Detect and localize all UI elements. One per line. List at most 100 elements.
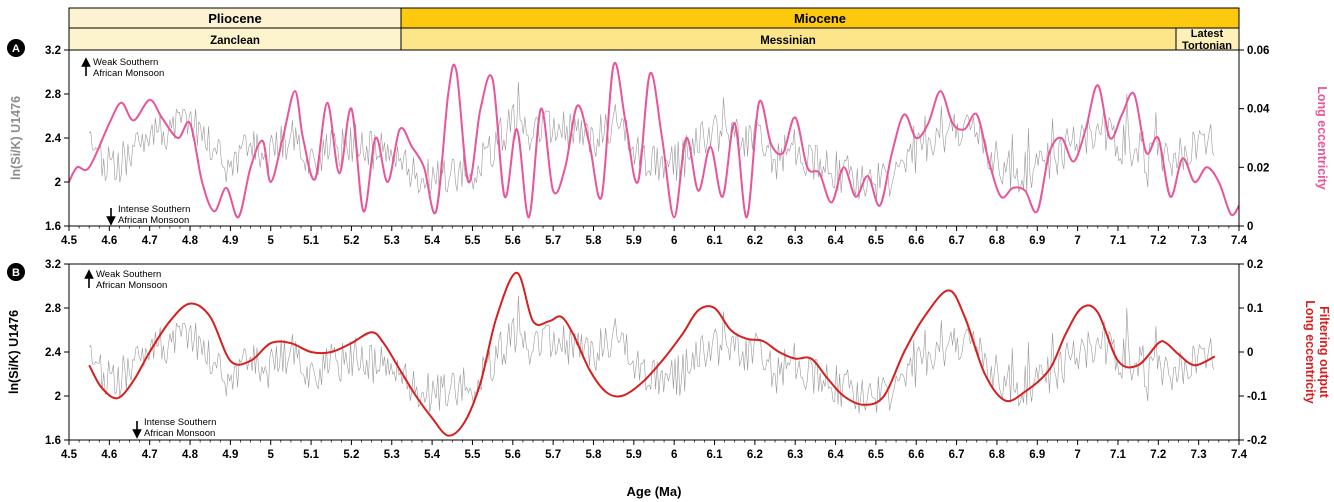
latest-tortonian-label-line2: Tortonian [1182, 40, 1232, 52]
x-tick-label: 6 [671, 235, 677, 247]
pliocene-label: Pliocene [208, 11, 261, 26]
panel-a-weak-line1: Weak Southern [93, 57, 158, 68]
eccentricity-line [68, 61, 1240, 219]
x-tick-label: 4.5 [61, 235, 78, 247]
y-left-tick-label: 2.4 [45, 347, 62, 359]
sik-line [89, 81, 1215, 200]
x-tick-label: 6.8 [989, 235, 1006, 247]
x-tick-label: 5.5 [464, 235, 481, 247]
panel-a-weak-monsoon-annotation: Weak Southern African Monsoon [81, 57, 164, 79]
panel-a: A 4.5 4.6 4.7 4.8 4.9 5 5.1 5.2 5.3 5.4 5.5 5.6 5.7 5… [7, 39, 1329, 247]
x-tick-label: 6.3 [787, 235, 803, 247]
panel-b-right-ylabel-line1: Long eccentricity [1303, 300, 1317, 404]
panel-b-weak-line1: Weak Southern [96, 269, 161, 280]
x-tick-label: 7.3 [1191, 235, 1207, 247]
x-axis-title: Age (Ma) [627, 484, 682, 499]
x-tick-label: 4.9 [222, 449, 238, 461]
x-tick-label: 7.1 [1110, 449, 1127, 461]
y-left-tick-label: 2.4 [45, 133, 62, 145]
y-left-tick-label: 2.8 [45, 89, 62, 101]
y-left-tick-label: 3.2 [45, 259, 61, 271]
x-tick-label: 5.9 [626, 235, 642, 247]
panel-b-weak-line2: African Monsoon [96, 280, 167, 291]
x-tick-label: 6.9 [1029, 235, 1045, 247]
zanclean-label: Zanclean [210, 35, 260, 47]
y-left-tick-label: 1.6 [45, 221, 61, 233]
x-tick-label: 5.5 [464, 449, 481, 461]
y-right-tick-label: 0.04 [1247, 104, 1270, 116]
latest-tortonian-label-line1: Latest [1191, 28, 1224, 40]
panel-a-right-axis: 0 0.02 0.04 0.06 [1239, 45, 1270, 233]
y-left-tick-label: 2 [55, 391, 61, 403]
x-tick-label: 7.4 [1231, 235, 1248, 247]
x-tick-label: 7.1 [1110, 235, 1127, 247]
x-tick-label: 5.1 [303, 235, 320, 247]
x-tick-label: 5.7 [545, 449, 561, 461]
up-arrow-icon [84, 269, 94, 288]
panel-a-weak-line2: African Monsoon [93, 68, 164, 79]
x-tick-label: 4.8 [182, 235, 199, 247]
x-tick-label: 6.7 [949, 449, 965, 461]
panel-b-filter-series [88, 271, 1216, 437]
x-tick-label: 4.5 [61, 449, 78, 461]
x-tick-label: 7 [1074, 235, 1080, 247]
x-tick-label: 6.9 [1029, 449, 1045, 461]
x-tick-label: 6.3 [787, 449, 803, 461]
panel-a-letter: A [12, 43, 20, 55]
panel-a-eccentricity-series [68, 61, 1240, 219]
panel-b-left-ylabel: ln(Si/K) U1476 [7, 310, 21, 394]
panel-b-right-ylabel-line2: Filtering output [1317, 306, 1331, 398]
filter-line [88, 271, 1216, 437]
panel-b-x-axis: 4.5 4.6 4.7 4.8 4.9 5 5.1 5.2 5.3 5.4 5.5 5.6 5.7 5.8… [61, 440, 1248, 461]
panel-a-x-axis: 4.5 4.6 4.7 4.8 4.9 5 5.1 5.2 5.3 5.4 5.5 5.6 5.7 5.8… [61, 226, 1248, 247]
panel-a-right-ylabel: Long eccentricity [1315, 86, 1329, 190]
x-tick-label: 4.9 [222, 235, 238, 247]
x-tick-label: 5.2 [343, 449, 359, 461]
y-left-tick-label: 3.2 [45, 45, 61, 57]
panel-b-left-axis: 1.6 2 2.4 2.8 3.2 [45, 259, 69, 447]
panel-b-intense-monsoon-annotation: Intense Southern African Monsoon [132, 417, 216, 439]
x-tick-label: 6.5 [868, 235, 885, 247]
y-right-tick-label: 0.1 [1247, 303, 1264, 315]
x-tick-label: 5.3 [384, 449, 400, 461]
x-tick-label: 5.3 [384, 235, 400, 247]
panel-a-intense-line2: African Monsoon [118, 215, 189, 226]
x-tick-label: 4.6 [101, 235, 117, 247]
panel-b-right-axis: -0.2 -0.1 0 0.1 0.2 [1239, 259, 1267, 447]
x-tick-label: 6.2 [747, 235, 763, 247]
x-tick-label: 5.7 [545, 235, 561, 247]
x-tick-label: 6.7 [949, 235, 965, 247]
x-tick-label: 6.5 [868, 449, 885, 461]
y-left-tick-label: 1.6 [45, 435, 61, 447]
x-tick-label: 7.2 [1150, 235, 1166, 247]
x-tick-label: 6.1 [707, 235, 724, 247]
x-tick-label: 6 [671, 449, 677, 461]
sik-line [89, 295, 1215, 414]
y-right-tick-label: 0 [1247, 347, 1253, 359]
x-tick-label: 4.7 [142, 235, 158, 247]
x-tick-label: 5.6 [505, 449, 521, 461]
x-tick-label: 5 [268, 449, 275, 461]
stratigraphy-header: Pliocene Miocene Zanclean Messinian Late… [68, 7, 1240, 52]
panel-a-left-axis: 1.6 2 2.4 2.8 3.2 [45, 45, 69, 233]
x-tick-label: 6.4 [828, 449, 845, 461]
x-tick-label: 5.8 [585, 235, 602, 247]
panel-a-intense-monsoon-annotation: Intense Southern African Monsoon [106, 204, 190, 226]
x-tick-label: 6.6 [908, 449, 924, 461]
y-right-tick-label: 0.2 [1247, 259, 1263, 271]
x-tick-label: 7.2 [1150, 449, 1166, 461]
x-tick-label: 4.7 [142, 449, 158, 461]
panel-b-intense-line2: African Monsoon [144, 428, 215, 439]
panel-a-intense-line1: Intense Southern [118, 204, 190, 215]
panel-b-letter: B [12, 267, 20, 279]
panel-a-letter-badge [7, 39, 25, 57]
y-right-tick-label: 0.06 [1247, 45, 1269, 57]
x-tick-label: 5.4 [424, 235, 441, 247]
panel-a-sik-series [89, 81, 1215, 200]
y-right-tick-label: -0.1 [1247, 391, 1267, 403]
up-arrow-icon [81, 57, 91, 76]
x-tick-label: 5.1 [303, 449, 320, 461]
messinian-label: Messinian [760, 35, 816, 47]
x-tick-label: 5.4 [424, 449, 441, 461]
x-tick-label: 6.6 [908, 235, 924, 247]
